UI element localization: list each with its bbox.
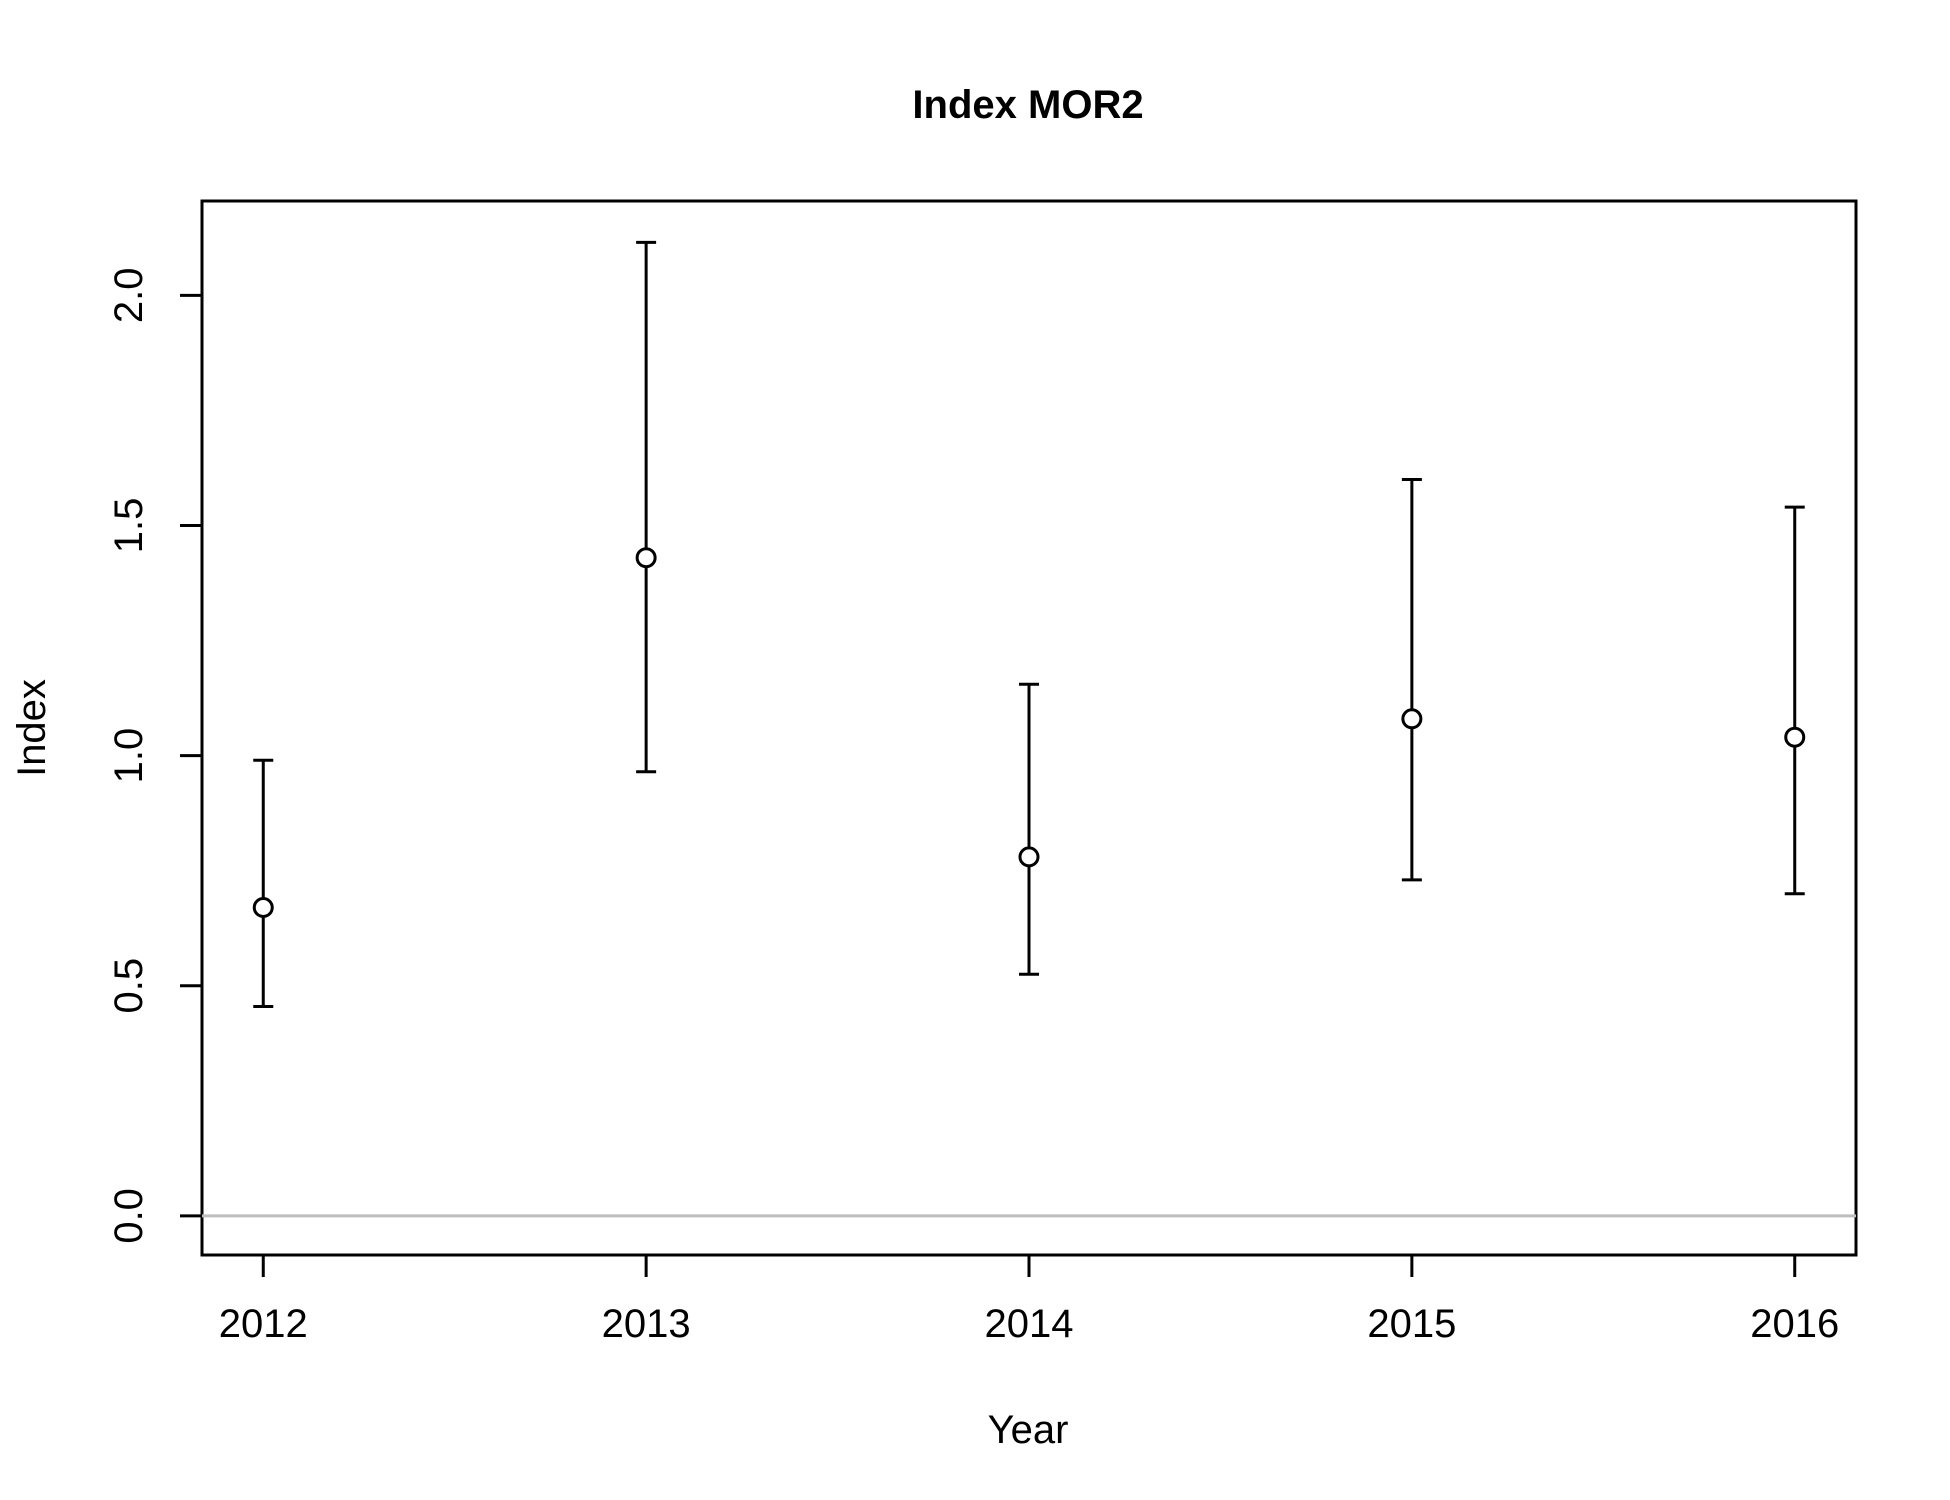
data-point-2016 [1784,726,1806,748]
data-point-2013 [635,547,657,569]
y-tick-label-0: 0.0 [107,1188,151,1244]
y-tick-label-2: 1.0 [107,728,151,784]
data-point-2012 [252,897,274,919]
x-axis: 2012 2013 2014 2015 2016 [219,1255,1839,1346]
x-axis-label: Year [988,1408,1069,1452]
data-point-group-2016 [1784,505,1806,896]
data-point-group-2013 [635,240,657,774]
data-point-group-2014 [1018,682,1040,976]
y-axis: 0.0 0.5 1.0 1.5 2.0 [107,268,202,1244]
x-tick-label-2: 2014 [985,1302,1074,1346]
data-point-2014 [1018,846,1040,868]
data-point-2015 [1401,708,1423,730]
x-tick-label-4: 2016 [1750,1302,1839,1346]
y-tick-label-1: 0.5 [107,958,151,1014]
y-tick-label-4: 2.0 [107,268,151,324]
data-point-group-2015 [1401,477,1423,882]
data-point-group-2012 [252,758,274,1008]
x-tick-label-3: 2015 [1367,1302,1456,1346]
x-tick-label-0: 2012 [219,1302,308,1346]
y-tick-label-3: 1.5 [107,498,151,554]
data-marks [252,240,1806,1008]
y-axis-label: Index [10,679,54,777]
x-tick-label-1: 2013 [602,1302,691,1346]
chart-title: Index MOR2 [912,83,1143,127]
